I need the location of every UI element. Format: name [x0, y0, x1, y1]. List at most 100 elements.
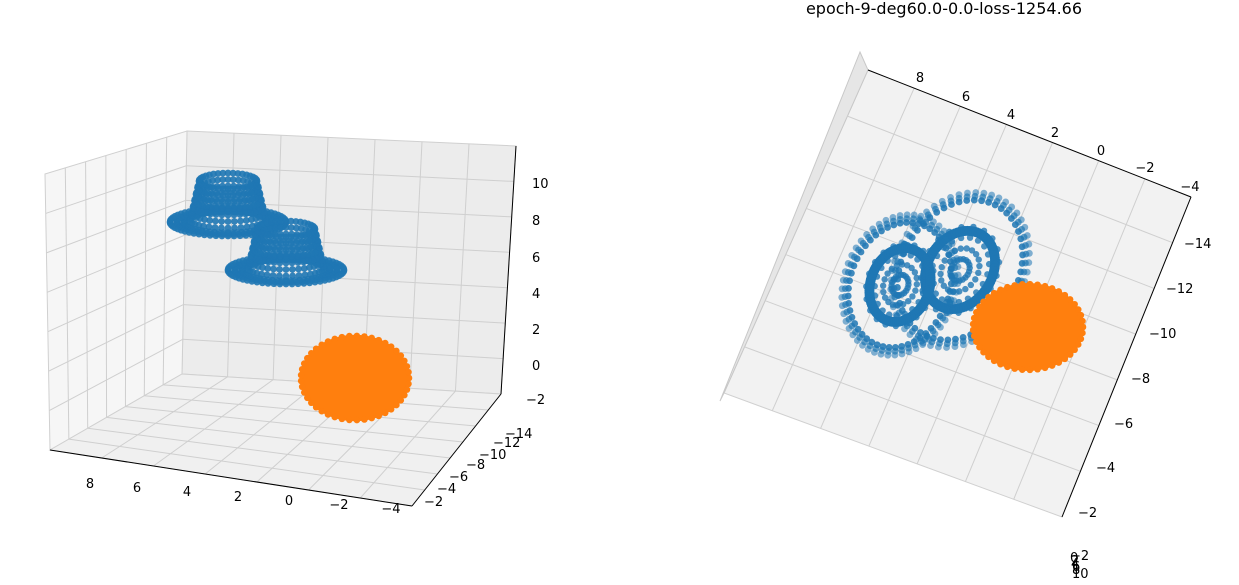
data-point: [1019, 281, 1026, 288]
data-point: [848, 270, 855, 277]
data-point: [948, 280, 955, 287]
data-point: [851, 262, 858, 269]
data-point: [325, 411, 332, 418]
data-point: [1079, 330, 1086, 337]
data-point: [339, 334, 346, 341]
data-point: [289, 259, 296, 266]
data-point: [231, 224, 238, 231]
data-point: [382, 340, 389, 347]
data-point: [361, 416, 368, 423]
data-point: [298, 372, 305, 379]
data-point: [299, 383, 306, 390]
data-point: [845, 285, 852, 292]
data-point: [1027, 367, 1034, 374]
left-z-tick: −2: [526, 393, 545, 408]
data-point: [283, 266, 290, 273]
data-point: [1080, 324, 1087, 331]
data-point: [225, 218, 232, 225]
data-point: [243, 217, 250, 224]
right-plot-title: epoch-9-deg60.0-0.0-loss-1254.66: [806, 0, 1082, 18]
left-x-tick: 2: [234, 490, 242, 505]
data-point: [283, 273, 290, 280]
data-point: [346, 417, 353, 424]
data-point: [847, 307, 854, 314]
data-point: [909, 219, 916, 226]
data-point: [313, 404, 320, 411]
left-x-tick: 0: [285, 494, 293, 509]
data-point: [980, 298, 987, 305]
right-y-tick: −12: [1166, 282, 1193, 297]
data-point: [1079, 318, 1086, 325]
data-point: [375, 337, 382, 344]
right-x-tick: −4: [1180, 180, 1199, 195]
data-point: [231, 218, 238, 225]
data-point: [368, 335, 375, 342]
data-point: [945, 296, 952, 303]
right-x-tick: 6: [962, 90, 970, 105]
data-point: [971, 197, 978, 204]
data-point: [313, 345, 320, 352]
data-point: [952, 336, 959, 343]
data-point: [1012, 221, 1019, 228]
data-point: [405, 369, 412, 376]
data-point: [1004, 363, 1011, 370]
data-point: [1011, 282, 1018, 289]
data-point: [1034, 281, 1041, 288]
data-point: [404, 363, 411, 370]
data-point: [212, 224, 219, 231]
left-x-tick: −4: [381, 502, 400, 517]
left-x-tick: 6: [133, 481, 141, 496]
data-point: [978, 197, 985, 204]
right-plot: epoch-9-deg60.0-0.0-loss-1254.66 8 6 4 2…: [720, 0, 1211, 582]
data-point: [1078, 336, 1085, 343]
data-point: [276, 272, 283, 279]
data-point: [985, 199, 992, 206]
data-point: [333, 265, 340, 272]
data-point: [237, 211, 244, 218]
data-point: [212, 218, 219, 225]
right-y-tick: −8: [1131, 372, 1150, 387]
data-point: [945, 251, 952, 258]
data-point: [963, 197, 970, 204]
data-point: [1075, 306, 1082, 313]
data-point: [1062, 292, 1069, 299]
data-point: [218, 218, 225, 225]
data-point: [894, 263, 900, 269]
data-point: [225, 225, 232, 232]
data-point: [881, 276, 887, 282]
data-point: [230, 205, 237, 212]
data-point: [354, 417, 361, 424]
data-point: [943, 245, 950, 252]
data-point: [882, 294, 888, 300]
data-point: [1078, 312, 1085, 319]
data-point: [845, 293, 852, 300]
data-point: [1019, 243, 1026, 250]
data-point: [1015, 228, 1022, 235]
data-point: [968, 282, 974, 288]
data-point: [361, 333, 368, 340]
data-point: [393, 402, 400, 409]
data-point: [905, 281, 911, 287]
data-point: [992, 202, 999, 209]
data-point: [924, 288, 934, 298]
data-point: [947, 258, 954, 265]
data-point: [851, 320, 858, 327]
data-point: [956, 199, 963, 206]
data-point: [970, 327, 977, 334]
data-point: [855, 326, 862, 333]
data-point: [846, 277, 853, 284]
data-point: [331, 414, 338, 421]
data-point: [884, 224, 891, 231]
data-point: [998, 205, 1005, 212]
data-point: [1027, 281, 1034, 288]
right-y-tick: −6: [1114, 417, 1133, 432]
data-point: [1062, 356, 1069, 363]
data-point: [1004, 284, 1011, 291]
data-point: [991, 290, 998, 297]
data-point: [973, 338, 980, 345]
data-point: [299, 366, 306, 373]
data-point: [942, 257, 948, 263]
right-y-tick: −14: [1184, 237, 1211, 252]
data-point: [890, 222, 897, 229]
data-point: [1042, 283, 1049, 290]
